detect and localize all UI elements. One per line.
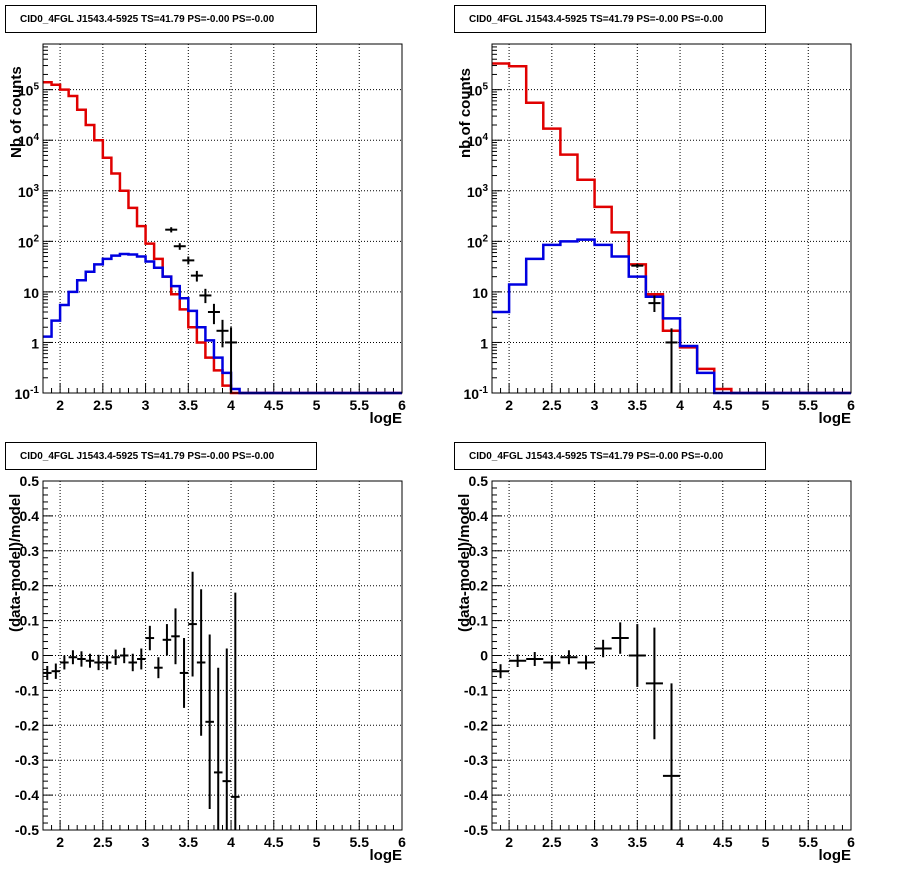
x-tick-label: 2.5 [93,397,113,413]
y-tick-label: 1 [480,335,488,351]
x-tick-label: 5 [313,834,321,850]
panel-bottom-left: 2 2.5 3 3.5 4 4.5 5 5.5 6 -0.5 -0.4 -0.3 -0.2 -0.1 0 0.… [0,437,449,874]
y-tick-label: -0.2 [15,717,39,733]
y-tick-label: 0.5 [469,473,489,489]
x-tick-label: 2 [505,834,513,850]
y-tick-label: 0.4 [20,508,40,524]
y-axis-label: Nb of counts [8,66,25,158]
y-tick-label: -0.4 [15,787,39,803]
y-tick-label: -0.4 [464,787,488,803]
x-tick-label: 2 [505,397,513,413]
x-tick-label: 3.5 [179,397,199,413]
plot-title: CID0_4FGL J1543.4-5925 TS=41.79 PS=-0.00… [5,5,317,33]
plot-area [43,481,402,830]
x-tick-label: 3 [591,834,599,850]
y-tick-label: -0.5 [464,822,488,838]
y-axis-label: nb of counts [457,68,474,158]
plot-title: CID0_4FGL J1543.4-5925 TS=41.79 PS=-0.00… [454,5,766,33]
plot-svg: 2 2.5 3 3.5 4 4.5 5 5.5 6 -0.5 -0.4 -0.3 -0.2 -0.1 0 0.… [464,473,855,850]
y-tick-label: -0.1 [15,682,39,698]
x-tick-label: 6 [847,834,855,850]
y-tick-label: -0.5 [15,822,39,838]
x-tick-label: 3.5 [628,397,648,413]
y-tick-label: 104 [18,132,40,149]
x-tick-label: 5 [762,834,770,850]
y-tick-label: 0.2 [469,578,489,594]
y-tick-label: 1 [31,335,39,351]
x-tick-label: 4.5 [713,397,733,413]
y-tick-label: 103 [467,183,489,200]
x-tick-label: 4 [227,834,235,850]
panel-bottom-right: 2 2.5 3 3.5 4 4.5 5 5.5 6 -0.5 -0.4 -0.3 -0.2 -0.1 0 0.… [449,437,898,874]
y-tick-label: 10-1 [15,385,40,402]
x-axis-label: logE [369,847,403,864]
y-tick-label: 0.1 [20,613,40,629]
x-tick-label: 4.5 [713,834,733,850]
plot-frame [491,43,852,394]
y-tick-label: 0.4 [469,508,489,524]
plot-title: CID0_4FGL J1543.4-5925 TS=41.79 PS=-0.00… [454,442,766,470]
y-tick-label: 0 [31,648,39,664]
y-tick-label: 0 [480,648,488,664]
y-tick-label: 102 [467,233,489,250]
x-tick-label: 6 [398,834,406,850]
y-axis-label: (data-model)/model [456,493,473,632]
y-tick-label: -0.2 [464,717,488,733]
y-tick-label: 103 [18,183,40,200]
plot-svg: 2 2.5 3 3.5 4 4.5 5 5.5 6 10-1 1 10 102 103 104 105 [464,43,855,413]
x-tick-label: 2.5 [542,834,562,850]
y-tick-label: 10-1 [464,385,489,402]
plot-title: CID0_4FGL J1543.4-5925 TS=41.79 PS=-0.00… [5,442,317,470]
y-tick-label: -0.3 [15,752,39,768]
x-tick-label: 5 [313,397,321,413]
x-tick-label: 5 [762,397,770,413]
y-tick-label: -0.3 [464,752,488,768]
x-tick-label: 2.5 [542,397,562,413]
plot-frame [42,43,403,394]
x-tick-label: 6 [847,397,855,413]
y-tick-label: -0.1 [464,682,488,698]
x-tick-label: 4 [676,834,684,850]
x-axis-label: logE [818,410,852,427]
plot-frame [491,480,852,831]
y-tick-label: 104 [467,132,489,149]
y-tick-label: 0.2 [20,578,40,594]
y-axis-label: (data-model)/model [7,493,24,632]
x-tick-label: 2.5 [93,834,113,850]
panel-top-left: 2 2.5 3 3.5 4 4.5 5 5.5 6 10-1 1 10 102 103 104 105 CID… [0,0,449,437]
x-tick-label: 5.5 [350,397,370,413]
y-tick-label: 10 [23,285,39,301]
x-tick-label: 5.5 [799,834,819,850]
y-tick-label: 0.1 [469,613,489,629]
x-tick-label: 3 [142,834,150,850]
x-tick-label: 4 [676,397,684,413]
x-tick-label: 3 [591,397,599,413]
x-tick-label: 5.5 [799,397,819,413]
x-tick-label: 3.5 [179,834,199,850]
x-axis-label: logE [818,847,852,864]
x-tick-label: 5.5 [350,834,370,850]
x-tick-label: 2 [56,397,64,413]
x-tick-label: 6 [398,397,406,413]
x-tick-label: 4.5 [264,397,284,413]
x-tick-label: 4.5 [264,834,284,850]
y-tick-label: 105 [18,82,40,99]
x-tick-label: 2 [56,834,64,850]
plot-svg: 2 2.5 3 3.5 4 4.5 5 5.5 6 -0.5 -0.4 -0.3 -0.2 -0.1 0 0.… [15,473,406,850]
x-tick-label: 3 [142,397,150,413]
panel-top-right: 2 2.5 3 3.5 4 4.5 5 5.5 6 10-1 1 10 102 103 104 105 CID… [449,0,898,437]
plot-frame [42,480,403,831]
plot-svg: 2 2.5 3 3.5 4 4.5 5 5.5 6 10-1 1 10 102 103 104 105 [15,43,406,413]
y-tick-label: 102 [18,233,40,250]
y-tick-label: 0.5 [20,473,40,489]
x-tick-label: 4 [227,397,235,413]
y-tick-label: 0.3 [469,543,489,559]
y-tick-label: 0.3 [20,543,40,559]
x-axis-label: logE [369,410,403,427]
x-tick-label: 3.5 [628,834,648,850]
y-tick-label: 105 [467,82,489,99]
y-tick-label: 10 [472,285,488,301]
